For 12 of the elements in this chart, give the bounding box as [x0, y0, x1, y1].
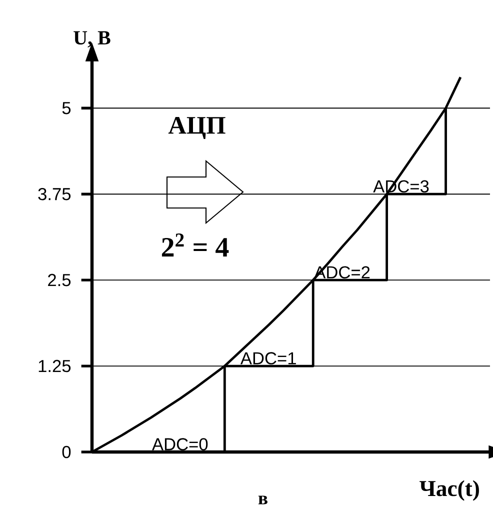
- annotation: 2$^{2}$ = 4: [162, 234, 229, 256]
- y-tick-label: 2.5: [48, 274, 71, 286]
- annotation: ADC=0: [152, 438, 208, 450]
- y-tick-label: 0: [62, 446, 71, 458]
- y-tick-label: 1.25: [38, 360, 71, 372]
- annotation: АЦП: [168, 116, 226, 140]
- x-axis-title: Час(t): [420, 480, 479, 501]
- y-tick-label: 3.75: [38, 188, 71, 200]
- text: в: [258, 496, 268, 504]
- y-tick-label: 5: [62, 102, 71, 114]
- y-axis-title: U, В: [74, 31, 110, 48]
- annotation: ADC=1: [240, 352, 296, 364]
